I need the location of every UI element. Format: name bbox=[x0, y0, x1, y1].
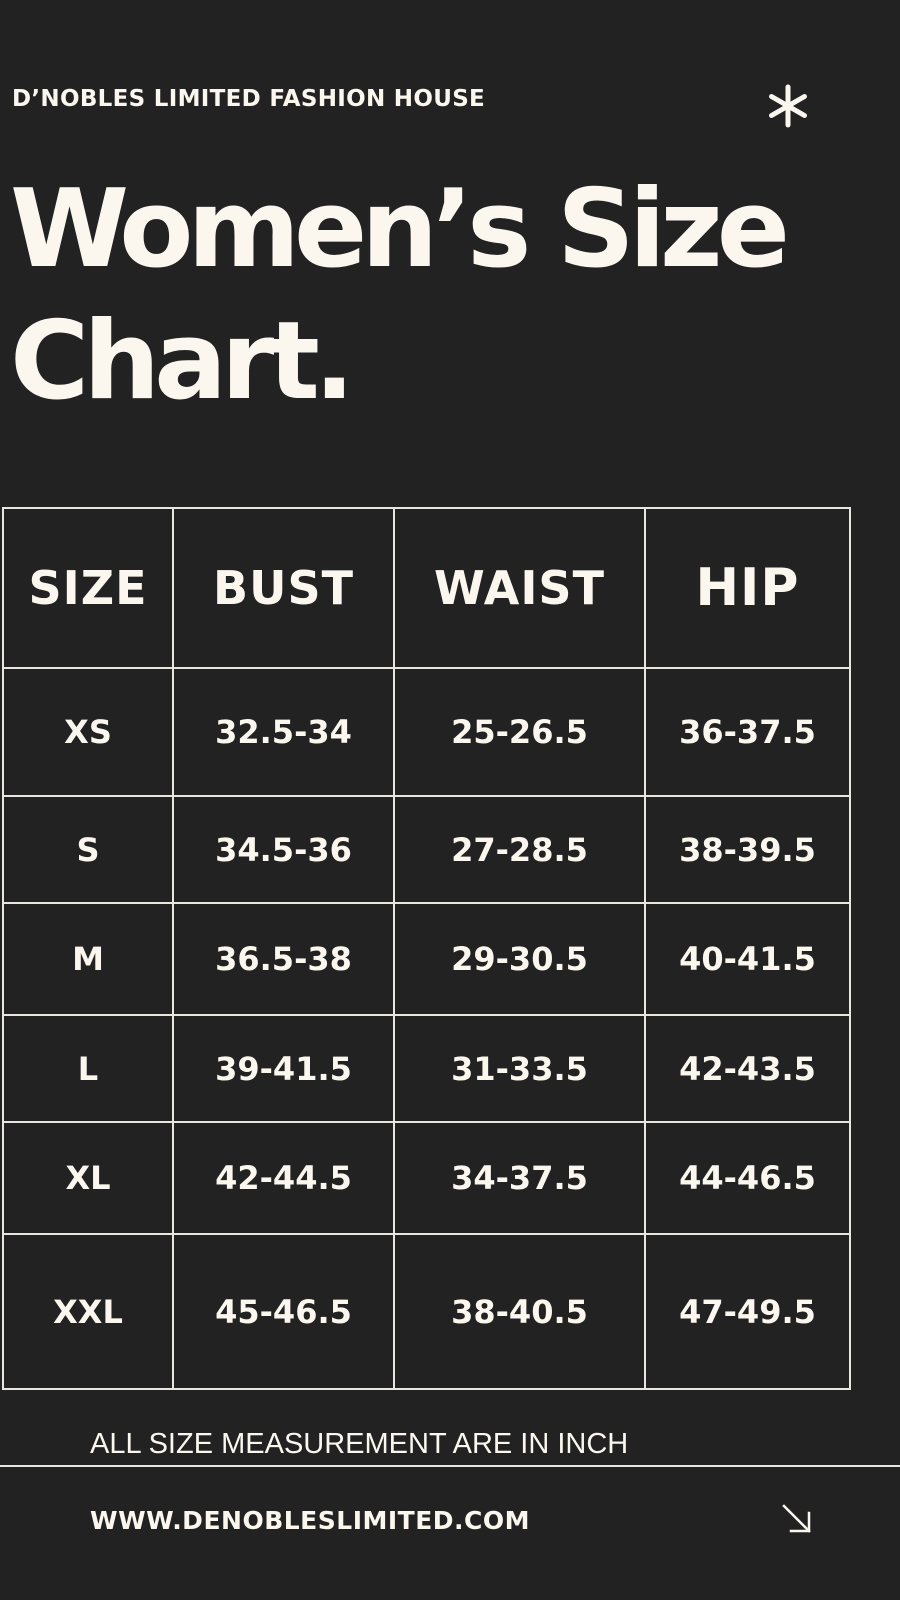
header-size: SIZE bbox=[2, 507, 174, 669]
cell-waist: 27-28.5 bbox=[393, 795, 646, 904]
table-row: S 34.5-36 27-28.5 38-39.5 bbox=[2, 795, 851, 904]
cell-hip: 38-39.5 bbox=[644, 795, 851, 904]
cell-hip: 40-41.5 bbox=[644, 902, 851, 1016]
table-row: XXL 45-46.5 38-40.5 47-49.5 bbox=[2, 1233, 851, 1390]
website-link[interactable]: WWW.DENOBLESLIMITED.COM bbox=[90, 1506, 531, 1535]
brand-name: D’NOBLES LIMITED FASHION HOUSE bbox=[12, 86, 486, 112]
cell-bust: 36.5-38 bbox=[172, 902, 395, 1016]
cell-hip: 36-37.5 bbox=[644, 667, 851, 797]
cell-waist: 25-26.5 bbox=[393, 667, 646, 797]
table-row: XS 32.5-34 25-26.5 36-37.5 bbox=[2, 667, 851, 797]
page-title-line-1: Women’s Size bbox=[10, 167, 790, 292]
header-bust: BUST bbox=[172, 507, 395, 669]
cell-hip: 47-49.5 bbox=[644, 1233, 851, 1390]
cell-size: XS bbox=[2, 667, 174, 797]
page-title: Women’s Size Chart. bbox=[10, 164, 790, 428]
cell-waist: 29-30.5 bbox=[393, 902, 646, 1016]
measurement-note: ALL SIZE MEASUREMENT ARE IN INCH bbox=[90, 1428, 629, 1460]
footer-divider bbox=[0, 1465, 900, 1467]
cell-bust: 39-41.5 bbox=[172, 1014, 395, 1123]
cell-waist: 34-37.5 bbox=[393, 1121, 646, 1235]
cell-size: S bbox=[2, 795, 174, 904]
cell-size: XL bbox=[2, 1121, 174, 1235]
size-chart-table: SIZE BUST WAIST HIP XS 32.5-34 25-26.5 3… bbox=[2, 507, 851, 1390]
cell-waist: 38-40.5 bbox=[393, 1233, 646, 1390]
cell-hip: 44-46.5 bbox=[644, 1121, 851, 1235]
cell-hip: 42-43.5 bbox=[644, 1014, 851, 1123]
table-row: M 36.5-38 29-30.5 40-41.5 bbox=[2, 902, 851, 1016]
cell-size: XXL bbox=[2, 1233, 174, 1390]
header-waist: WAIST bbox=[393, 507, 646, 669]
cell-bust: 34.5-36 bbox=[172, 795, 395, 904]
page-title-line-2: Chart. bbox=[10, 299, 355, 424]
cell-size: L bbox=[2, 1014, 174, 1123]
asterisk-icon bbox=[769, 84, 807, 128]
table-header-row: SIZE BUST WAIST HIP bbox=[2, 507, 851, 669]
arrow-down-right-icon[interactable] bbox=[780, 1502, 814, 1536]
cell-bust: 45-46.5 bbox=[172, 1233, 395, 1390]
cell-bust: 42-44.5 bbox=[172, 1121, 395, 1235]
cell-bust: 32.5-34 bbox=[172, 667, 395, 797]
cell-waist: 31-33.5 bbox=[393, 1014, 646, 1123]
header-hip: HIP bbox=[644, 507, 851, 669]
table-row: XL 42-44.5 34-37.5 44-46.5 bbox=[2, 1121, 851, 1235]
table-row: L 39-41.5 31-33.5 42-43.5 bbox=[2, 1014, 851, 1123]
cell-size: M bbox=[2, 902, 174, 1016]
